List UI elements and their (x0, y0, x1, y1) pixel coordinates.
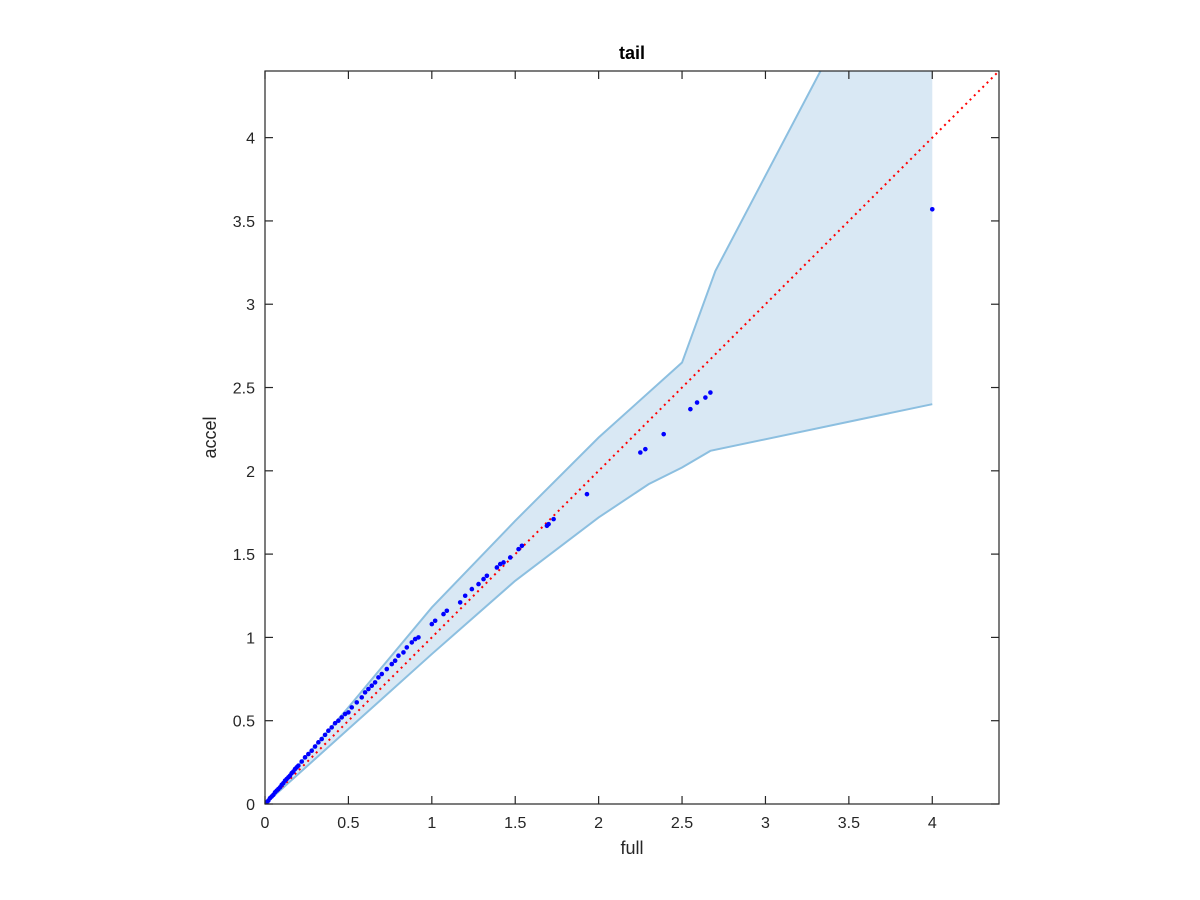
data-point (494, 565, 500, 570)
data-point (332, 720, 338, 726)
data-point (661, 431, 666, 437)
data-point (546, 521, 551, 527)
data-point (476, 581, 481, 587)
y-tick-label: 0.5 (233, 714, 255, 731)
data-point (389, 661, 395, 667)
data-point (638, 450, 643, 455)
data-point (359, 695, 365, 700)
y-tick-label: 0 (246, 797, 255, 814)
data-point (551, 516, 556, 522)
y-tick-label: 1 (246, 630, 255, 647)
data-point (401, 650, 406, 655)
data-point (643, 446, 648, 452)
reference-line (265, 71, 999, 804)
x-tick-label: 0 (261, 815, 270, 832)
y-tick-label: 4 (246, 131, 255, 148)
data-point (708, 390, 713, 395)
data-point (409, 640, 415, 645)
data-point (306, 751, 311, 757)
data-point (444, 608, 450, 614)
data-point (366, 686, 371, 692)
axes-box (264, 70, 1000, 805)
data-point (392, 658, 398, 664)
x-tick-label: 3 (761, 815, 770, 832)
data-point (299, 759, 305, 764)
y-tick-label: 2 (246, 464, 255, 481)
data-point (703, 395, 708, 400)
x-axis-label: full (620, 838, 643, 858)
band-upper-edge (265, 71, 822, 804)
data-point (316, 740, 321, 745)
band-lower-edge (265, 403, 933, 804)
x-tick-label: 4 (928, 815, 937, 832)
x-tick-label: 2 (594, 815, 603, 832)
data-point (516, 546, 521, 552)
data-point (519, 543, 525, 549)
x-tick-label: 1 (427, 815, 436, 832)
data-point (349, 705, 355, 710)
data-point (484, 573, 490, 579)
y-tick-label: 3.5 (233, 214, 255, 231)
data-point (322, 732, 328, 738)
data-point (469, 586, 475, 592)
data-point (416, 635, 421, 640)
data-point (457, 600, 463, 605)
data-point (929, 206, 935, 212)
data-point (362, 690, 368, 695)
plot-area (265, 71, 999, 804)
data-point (312, 744, 318, 749)
x-tick-label: 2.5 (671, 815, 693, 832)
chart-title: tail (619, 43, 645, 63)
data-point (507, 555, 513, 560)
data-point (481, 576, 486, 582)
data-point (302, 755, 308, 760)
x-tick-label: 0.5 (337, 815, 359, 832)
data-point (372, 680, 378, 685)
x-tick-label: 1.5 (504, 815, 526, 832)
data-point (441, 611, 446, 617)
data-point (326, 728, 331, 733)
data-point (376, 675, 381, 680)
data-point (432, 618, 438, 624)
data-point (404, 645, 410, 650)
data-point (329, 725, 335, 730)
data-point (369, 683, 375, 689)
y-tick-label: 1.5 (233, 547, 255, 564)
data-point (379, 671, 385, 677)
data-point (354, 700, 360, 705)
data-point (501, 560, 506, 565)
data-point (584, 491, 590, 497)
data-point (336, 718, 341, 724)
data-point (346, 710, 351, 715)
data-point (384, 666, 390, 672)
data-point (429, 621, 435, 627)
data-point (319, 736, 325, 742)
axes: 0 0.5 1 1.5 2 2.5 3 3.5 4 0 0.5 1 1.5 2 2.5 3 3.5 4 (233, 70, 1000, 832)
y-tick-label: 2.5 (233, 381, 255, 398)
data-point (688, 406, 693, 412)
x-tick-label: 3.5 (838, 815, 860, 832)
data-point (694, 400, 700, 405)
data-point (296, 763, 301, 768)
y-tick-label: 3 (246, 297, 255, 314)
data-point (396, 653, 401, 659)
y-axis-label: accel (200, 416, 220, 458)
data-point (339, 715, 345, 720)
data-point (309, 748, 315, 753)
data-point (462, 593, 468, 599)
